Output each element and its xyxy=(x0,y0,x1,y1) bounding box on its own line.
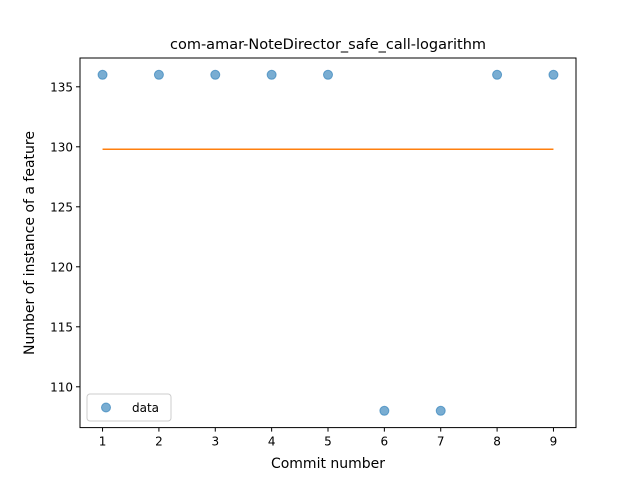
x-tick-label: 3 xyxy=(211,435,219,449)
x-tick-label: 6 xyxy=(381,435,389,449)
data-point xyxy=(548,69,559,80)
chart-title: com-amar-NoteDirector_safe_call-logarith… xyxy=(170,37,486,53)
data-point xyxy=(210,69,221,80)
data-point xyxy=(153,69,164,80)
y-axis: 110 115 120 125 130 135 xyxy=(50,80,80,394)
legend-box xyxy=(86,393,172,422)
y-tick-label: 115 xyxy=(50,320,73,334)
y-axis-label: Number of instance of a feature xyxy=(22,131,38,355)
x-axis: 1 2 3 4 5 6 7 8 9 xyxy=(99,427,558,449)
legend-label: data xyxy=(132,401,159,415)
x-tick-label: 1 xyxy=(99,435,107,449)
data-point xyxy=(492,69,503,80)
x-tick-label: 9 xyxy=(550,435,558,449)
x-axis-label: Commit number xyxy=(271,456,385,472)
data-point xyxy=(435,405,446,416)
x-tick-label: 2 xyxy=(155,435,163,449)
y-tick-label: 120 xyxy=(50,260,73,274)
data-point xyxy=(266,69,277,80)
legend-marker xyxy=(101,402,111,413)
legend: data xyxy=(86,393,172,422)
data-point xyxy=(379,405,390,416)
data-point xyxy=(323,69,333,80)
plot-area xyxy=(97,69,559,416)
y-tick-label: 135 xyxy=(50,80,73,94)
plot-frame xyxy=(79,57,577,429)
x-tick-label: 5 xyxy=(324,435,332,449)
x-tick-label: 8 xyxy=(493,435,501,449)
x-tick-label: 4 xyxy=(268,435,276,449)
x-tick-label: 7 xyxy=(437,435,445,449)
data-point xyxy=(97,69,108,80)
y-tick-label: 110 xyxy=(50,380,73,394)
y-tick-label: 130 xyxy=(50,140,73,154)
y-tick-label: 125 xyxy=(50,200,73,214)
